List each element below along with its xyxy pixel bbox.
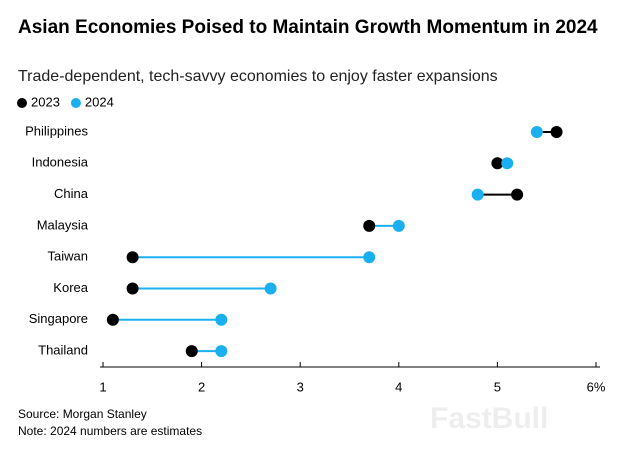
y-tick-label: Singapore: [29, 311, 88, 326]
dot: [511, 188, 524, 201]
dot: [491, 157, 504, 170]
y-tick-label: Malaysia: [37, 217, 89, 232]
y-tick-label: Thailand: [38, 343, 88, 358]
dot: [501, 157, 514, 170]
dot: [106, 313, 119, 326]
dot: [471, 188, 484, 201]
dot: [363, 219, 376, 232]
dot: [126, 282, 139, 295]
source: Source: Morgan Stanley: [18, 407, 147, 421]
dot: [215, 313, 228, 326]
dot: [264, 282, 277, 295]
dot: [215, 345, 228, 358]
legend-label: 2023: [31, 94, 60, 109]
y-tick-label: Indonesia: [32, 155, 89, 170]
dot: [392, 219, 405, 232]
dot: [550, 126, 563, 138]
note: Note: 2024 numbers are estimates: [18, 424, 202, 438]
x-tick-label: 5: [494, 379, 501, 394]
dot: [185, 345, 198, 358]
y-tick-label: Korea: [53, 280, 88, 295]
x-tick-label: 4: [395, 379, 402, 394]
y-tick-label: Philippines: [25, 123, 88, 138]
dot: [126, 251, 139, 264]
x-tick-label: 1: [99, 379, 106, 394]
x-tick-label: 2: [198, 379, 205, 394]
y-tick-label: China: [54, 186, 89, 201]
watermark: FastBull: [430, 402, 548, 435]
dot: [363, 251, 376, 264]
x-tick-label: 6%: [587, 379, 606, 394]
legend-swatch: [17, 98, 27, 108]
dot: [530, 126, 543, 138]
y-tick-label: Taiwan: [48, 249, 88, 264]
chart-subtitle: Trade-dependent, tech-savvy economies to…: [18, 68, 498, 85]
legend-swatch: [70, 98, 81, 108]
legend-label: 2024: [85, 94, 114, 109]
chart-title: Asian Economies Poised to Maintain Growt…: [18, 17, 598, 38]
x-tick-label: 3: [297, 379, 304, 394]
